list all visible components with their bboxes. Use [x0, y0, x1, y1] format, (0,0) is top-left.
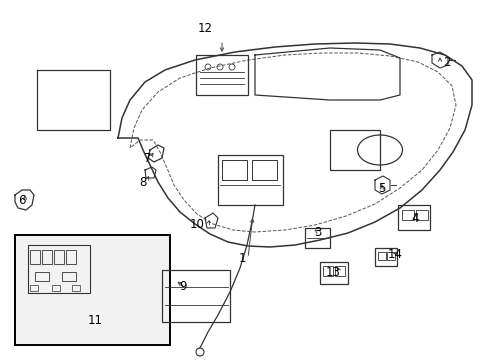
Bar: [30, 285, 38, 291]
Bar: [329, 130, 379, 170]
Bar: [397, 205, 429, 230]
Bar: [42, 250, 52, 264]
Bar: [162, 270, 229, 322]
Bar: [72, 285, 80, 291]
Bar: [251, 160, 276, 180]
Bar: [386, 252, 394, 260]
Text: 8: 8: [139, 176, 146, 189]
Bar: [54, 250, 64, 264]
Bar: [319, 262, 347, 284]
Bar: [401, 210, 413, 220]
Text: 13: 13: [325, 266, 340, 279]
Bar: [62, 272, 76, 281]
Text: 14: 14: [386, 248, 402, 261]
Text: 6: 6: [18, 194, 26, 207]
Bar: [30, 250, 40, 264]
Bar: [334, 266, 345, 276]
Text: 11: 11: [87, 314, 102, 327]
Text: 1: 1: [238, 252, 245, 265]
Bar: [305, 228, 329, 248]
Bar: [374, 248, 396, 266]
Text: 3: 3: [314, 225, 321, 239]
Bar: [218, 155, 283, 205]
Bar: [415, 210, 427, 220]
Bar: [15, 235, 170, 345]
Text: 9: 9: [179, 280, 186, 293]
Text: 5: 5: [378, 181, 385, 194]
Text: 7: 7: [144, 152, 151, 165]
Text: 2: 2: [442, 55, 450, 68]
Bar: [28, 245, 90, 293]
Text: 10: 10: [189, 217, 204, 230]
Bar: [66, 250, 76, 264]
Bar: [52, 285, 60, 291]
Bar: [35, 272, 49, 281]
Text: 4: 4: [410, 212, 418, 225]
Text: 12: 12: [197, 22, 212, 35]
Bar: [222, 160, 246, 180]
Bar: [323, 266, 332, 276]
Bar: [377, 252, 385, 260]
Bar: [196, 55, 247, 95]
